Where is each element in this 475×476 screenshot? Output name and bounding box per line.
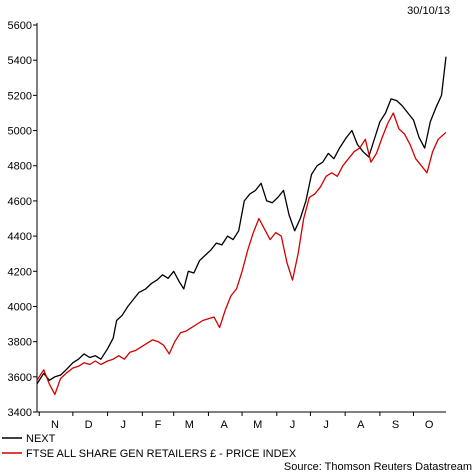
y-tick-label: 4000: [8, 301, 32, 313]
x-tick-label: J: [290, 419, 296, 431]
y-axis: 3400 3600 3800 4000 4200 4400 4600 4800 5000 5200…: [8, 20, 38, 419]
x-tick-label: J: [323, 419, 329, 431]
series-layer: [36, 56, 447, 396]
x-tick-label: A: [220, 419, 228, 431]
x-tick-label: J: [121, 419, 127, 431]
series-line-ftse: [36, 112, 447, 396]
y-tick-label: 5000: [8, 126, 32, 138]
x-tick-label: M: [253, 419, 262, 431]
x-tick-label: O: [425, 419, 434, 431]
x-tick-label: A: [357, 419, 365, 431]
y-tick-label: 3400: [8, 407, 32, 419]
legend-label-next: NEXT: [26, 433, 56, 445]
x-tick-label: S: [392, 419, 399, 431]
x-tick-label: N: [51, 419, 59, 431]
source-note: Source: Thomson Reuters Datastream: [284, 461, 472, 473]
y-tick-label: 4600: [8, 196, 32, 208]
y-tick-label: 4200: [8, 266, 32, 278]
y-tick-label: 5600: [8, 20, 32, 32]
y-tick-label: 5400: [8, 55, 32, 67]
x-tick-label: F: [155, 419, 162, 431]
chart-date-label: 30/10/13: [407, 5, 450, 17]
y-tick-label: 3600: [8, 372, 32, 384]
y-tick-label: 4400: [8, 231, 32, 243]
x-tick-label: D: [85, 419, 93, 431]
legend: NEXT FTSE ALL SHARE GEN RETAILERS £ - PR…: [2, 433, 297, 460]
x-tick-label: M: [185, 419, 194, 431]
y-tick-label: 3800: [8, 337, 32, 349]
series-line-next: [36, 56, 447, 385]
y-tick-label: 4800: [8, 161, 32, 173]
legend-label-ftse: FTSE ALL SHARE GEN RETAILERS £ - PRICE I…: [26, 448, 297, 460]
y-tick-label: 5200: [8, 90, 32, 102]
